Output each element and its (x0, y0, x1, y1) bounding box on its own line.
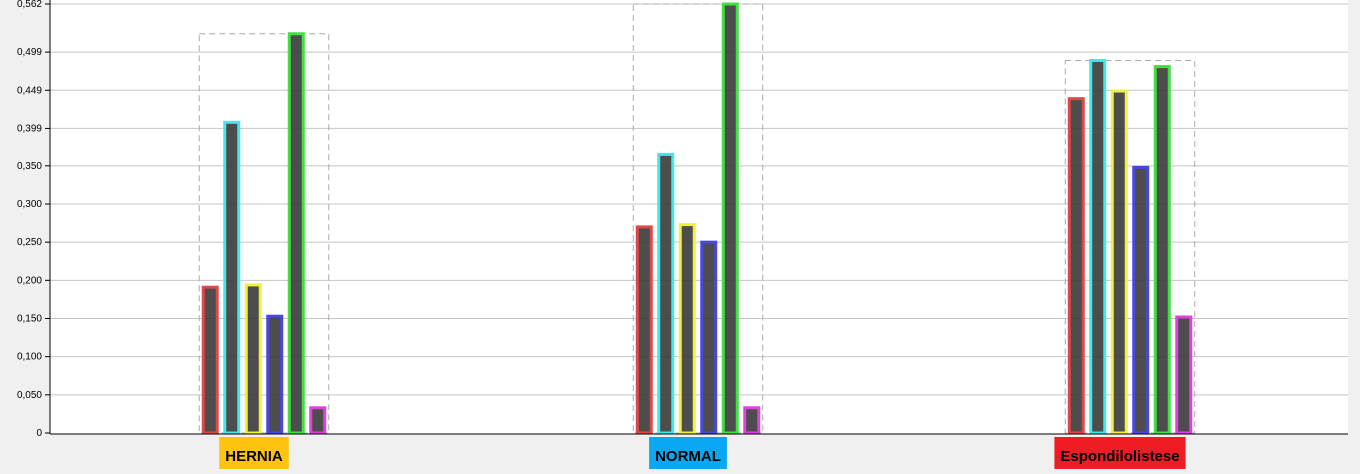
bar (721, 2, 739, 435)
bar (223, 120, 241, 435)
category-label-text: HERNIA (225, 448, 283, 465)
category-group-box (1064, 59, 1196, 434)
category-label: Espondilolistese (1054, 437, 1186, 469)
bar (201, 285, 219, 435)
category-label-background (1054, 437, 1186, 469)
y-tick-label: 0,399 (17, 123, 42, 134)
plot-area (50, 0, 1348, 434)
category-label: NORMAL (649, 437, 727, 469)
bar (244, 283, 262, 435)
category-label-text: NORMAL (655, 448, 721, 465)
bar (1110, 89, 1128, 435)
bar (1153, 65, 1171, 435)
category-labels: HERNIA NORMAL Espondilolistese (219, 437, 1186, 469)
bar (657, 152, 675, 435)
y-tick-label: 0,200 (17, 275, 42, 286)
y-tick-label: 0,449 (17, 85, 42, 96)
y-tick-label: 0,050 (17, 390, 42, 401)
bar (266, 314, 284, 435)
category-label: HERNIA (219, 437, 289, 469)
y-tick-labels: 0 0,050 0,100 0,150 0,200 0,250 0,300 0,350 0,39… (17, 0, 50, 439)
category-group-box (632, 3, 764, 434)
y-tick-label: 0 (36, 428, 42, 439)
category-label-text: Espondilolistese (1060, 448, 1179, 465)
bar (700, 240, 718, 435)
y-tick-label: 0,250 (17, 237, 42, 248)
y-tick-label: 0,100 (17, 352, 42, 363)
bar (287, 32, 305, 435)
bar (1067, 97, 1085, 435)
bar (1132, 165, 1150, 435)
y-tick-label: 0,150 (17, 313, 42, 324)
category-group-box (198, 33, 330, 434)
category-group-boxes (198, 3, 1196, 434)
y-tick-label: 0,562 (17, 0, 42, 10)
bars (201, 2, 1193, 435)
bar (1089, 58, 1107, 435)
y-tick-label: 0,300 (17, 199, 42, 210)
category-label-background (219, 437, 289, 469)
category-label-background (649, 437, 727, 469)
bar (309, 406, 327, 435)
y-tick-label: 0,350 (17, 161, 42, 172)
axes (49, 0, 1348, 435)
y-tick-label: 0,499 (17, 47, 42, 58)
bar (743, 406, 761, 435)
bar (635, 225, 653, 435)
bar (1175, 315, 1193, 435)
bar (678, 223, 696, 435)
